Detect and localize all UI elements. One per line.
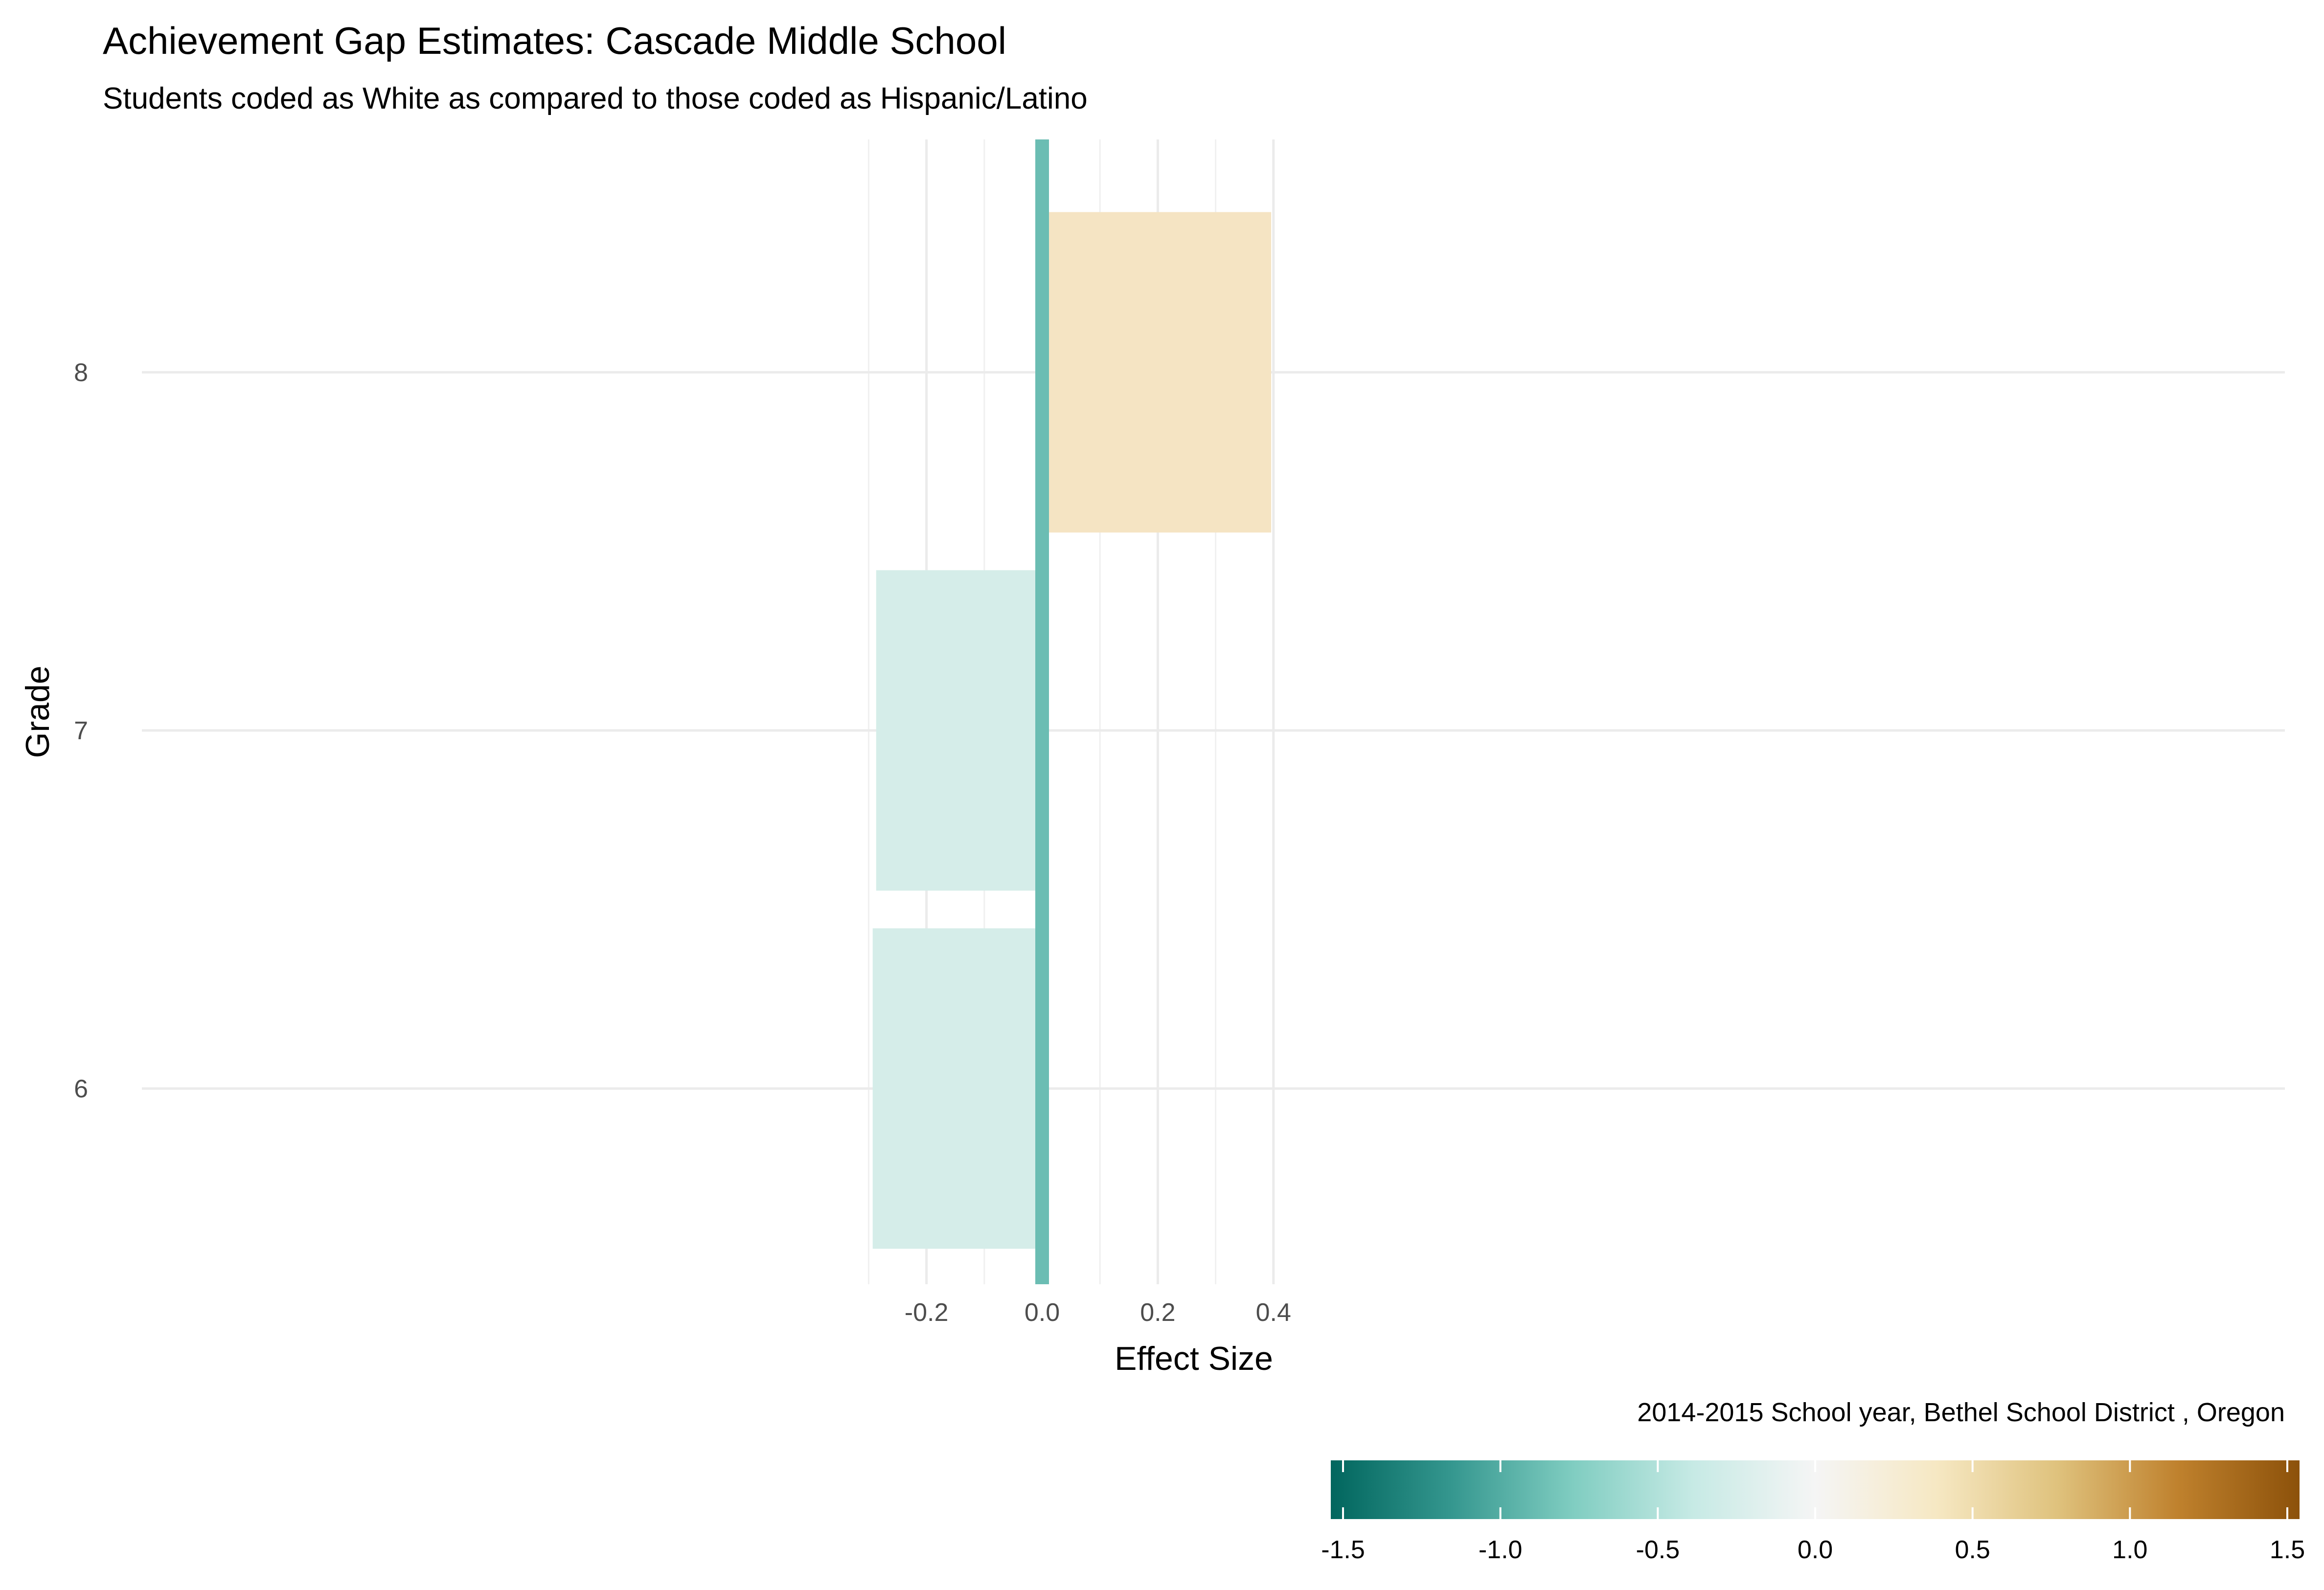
chart-title: Achievement Gap Estimates: Cascade Middl…	[103, 19, 1006, 62]
x-tick-label: -0.2	[905, 1298, 949, 1327]
x-tick-label: 0.0	[1025, 1298, 1060, 1327]
x-axis-title: Effect Size	[1115, 1340, 1273, 1377]
colorbar-tick-label: 0.0	[1798, 1536, 1833, 1564]
x-tick-label: 0.2	[1140, 1298, 1175, 1327]
zero-reference-line	[1035, 139, 1049, 1284]
colorbar-legend: -1.5 -1.0 -0.5 0.0 0.5 1.0 1.5	[1321, 1460, 2305, 1564]
colorbar-tick-label: 0.5	[1955, 1536, 1990, 1564]
bar-grade-7	[876, 570, 1042, 891]
colorbar-tick-label: -1.5	[1321, 1536, 1365, 1564]
chart-caption: 2014-2015 School year, Bethel School Dis…	[1637, 1398, 2285, 1427]
plot-area: 6 7 8 -0.2 0.0 0.2 0.4	[74, 139, 2285, 1327]
colorbar-tick-label: -0.5	[1636, 1536, 1680, 1564]
bar-grade-6	[872, 928, 1042, 1249]
colorbar-tick-label: -1.0	[1479, 1536, 1523, 1564]
y-tick-label: 7	[74, 717, 88, 745]
colorbar-tick-label: 1.5	[2270, 1536, 2305, 1564]
y-axis-title: Grade	[19, 666, 56, 758]
x-tick-label: 0.4	[1256, 1298, 1291, 1327]
chart-subtitle: Students coded as White as compared to t…	[103, 82, 1088, 115]
colorbar-tick-label: 1.0	[2112, 1536, 2147, 1564]
bar-grade-8	[1042, 212, 1272, 533]
y-tick-label: 6	[74, 1075, 88, 1103]
y-tick-label: 8	[74, 359, 88, 387]
